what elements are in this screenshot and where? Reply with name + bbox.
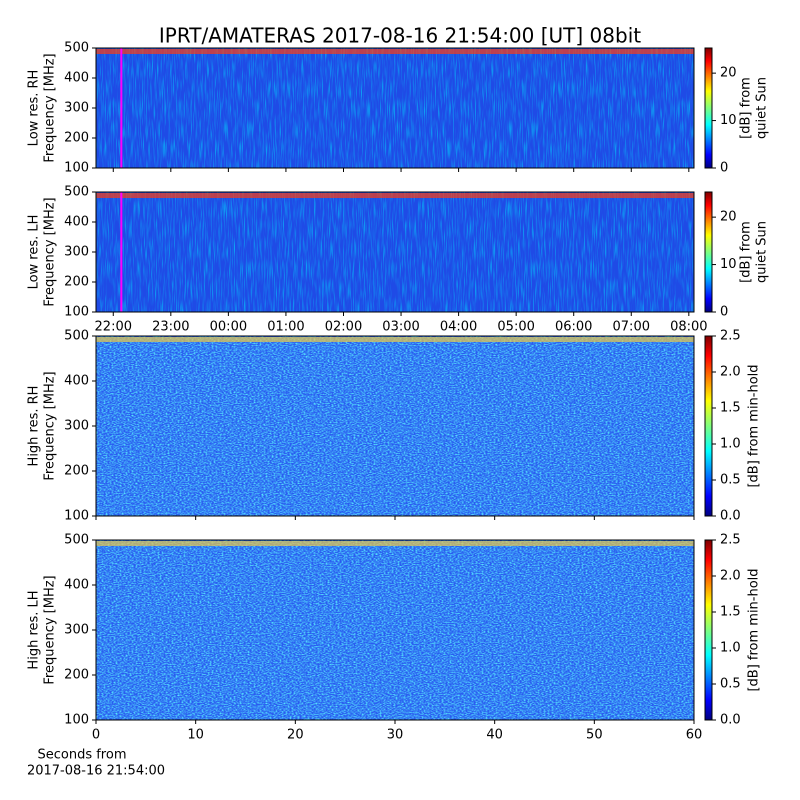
x-tick-label: 03:00 (382, 320, 419, 335)
colorbar-tick-label: 0 (720, 305, 728, 320)
colorbar (704, 47, 713, 169)
y-axis-label: High res. LH (27, 590, 42, 669)
colorbar-tick-label: 20 (720, 66, 737, 81)
y-tick-label: 100 (64, 509, 89, 524)
x-tick-label: 06:00 (555, 320, 592, 335)
colorbar-tick-label: 1.5 (720, 605, 741, 620)
y-tick-label: 300 (64, 623, 89, 638)
y-tick-label: 400 (64, 578, 89, 593)
colorbar (704, 539, 713, 721)
y-tick-label: 400 (64, 374, 89, 389)
x-tick-label: 22:00 (95, 320, 132, 335)
colorbar-tick-label: 0.0 (720, 713, 741, 728)
y-axis-label: Frequency [MHz] (43, 575, 58, 684)
colorbar-tick-label: 1.0 (720, 437, 741, 452)
figure-title: IPRT/AMATERAS 2017-08-16 21:54:00 [UT] 0… (159, 24, 641, 48)
x-tick-label: 02:00 (325, 320, 362, 335)
x-tick-label: 30 (387, 728, 404, 743)
colorbar-tick-label: 2.5 (720, 329, 741, 344)
colorbar-tick-label: 1.0 (720, 641, 741, 656)
colorbar-label: [dB] from min-hold (747, 568, 762, 691)
colorbar-label: [dB] from (739, 221, 754, 283)
y-tick-label: 100 (64, 161, 89, 176)
colorbar-label: quiet Sun (755, 77, 770, 139)
x-tick-label: 60 (686, 728, 703, 743)
y-tick-label: 400 (64, 215, 89, 230)
y-axis-label: Frequency [MHz] (43, 53, 58, 162)
y-tick-label: 500 (64, 185, 89, 200)
x-tick-label: 04:00 (440, 320, 477, 335)
y-tick-label: 100 (64, 305, 89, 320)
heatmap-top-band (96, 541, 694, 546)
colorbar-tick-label: 10 (720, 113, 737, 128)
y-tick-label: 300 (64, 101, 89, 116)
x-axis-label: Seconds from (37, 748, 126, 763)
colorbar-tick-label: 20 (720, 210, 737, 225)
x-tick-label: 07:00 (613, 320, 650, 335)
heatmap-top-band (96, 337, 694, 342)
colorbar-tick-label: 2.0 (720, 365, 741, 380)
heatmap-texture (96, 192, 694, 312)
colorbar-tick-label: 2.5 (720, 533, 741, 548)
colorbar-tick-label: 0 (720, 161, 728, 176)
y-tick-label: 400 (64, 71, 89, 86)
y-tick-label: 100 (64, 713, 89, 728)
colorbar-label: quiet Sun (755, 221, 770, 283)
y-tick-label: 300 (64, 245, 89, 260)
colorbar (704, 335, 713, 517)
y-axis-label: Low res. LH (27, 215, 42, 290)
heatmap-texture (96, 336, 694, 516)
colorbar (704, 191, 713, 313)
colorbar-tick-label: 0.5 (720, 473, 741, 488)
y-tick-label: 200 (64, 275, 89, 290)
x-tick-label: 23:00 (152, 320, 189, 335)
y-tick-label: 300 (64, 419, 89, 434)
y-axis-label: High res. RH (27, 386, 42, 467)
y-axis-label: Frequency [MHz] (43, 371, 58, 480)
x-tick-label: 05:00 (497, 320, 534, 335)
colorbar-tick-label: 10 (720, 257, 737, 272)
x-tick-label: 20 (287, 728, 304, 743)
y-axis-label: Low res. RH (27, 70, 42, 147)
y-tick-label: 500 (64, 533, 89, 548)
x-tick-label: 01:00 (267, 320, 304, 335)
colorbar-tick-label: 2.0 (720, 569, 741, 584)
colorbar-tick-label: 1.5 (720, 401, 741, 416)
y-tick-label: 200 (64, 464, 89, 479)
y-tick-label: 200 (64, 668, 89, 683)
x-tick-label: 00:00 (210, 320, 247, 335)
x-tick-label: 0 (92, 728, 100, 743)
heatmap-top-band (96, 193, 694, 198)
x-tick-label: 40 (486, 728, 503, 743)
y-tick-label: 500 (64, 41, 89, 56)
x-tick-label: 08:00 (670, 320, 707, 335)
x-tick-label: 50 (586, 728, 603, 743)
heatmap-texture (96, 48, 694, 168)
y-axis-label: Frequency [MHz] (43, 197, 58, 306)
colorbar-label: [dB] from (739, 77, 754, 139)
x-tick-label: 10 (187, 728, 204, 743)
y-tick-label: 500 (64, 329, 89, 344)
colorbar-tick-label: 0.5 (720, 677, 741, 692)
colorbar-tick-label: 0.0 (720, 509, 741, 524)
y-tick-label: 200 (64, 131, 89, 146)
colorbar-label: [dB] from min-hold (747, 364, 762, 487)
heatmap-top-band (96, 49, 694, 54)
heatmap-texture (96, 540, 694, 720)
x-axis-label: 2017-08-16 21:54:00 (27, 764, 165, 779)
